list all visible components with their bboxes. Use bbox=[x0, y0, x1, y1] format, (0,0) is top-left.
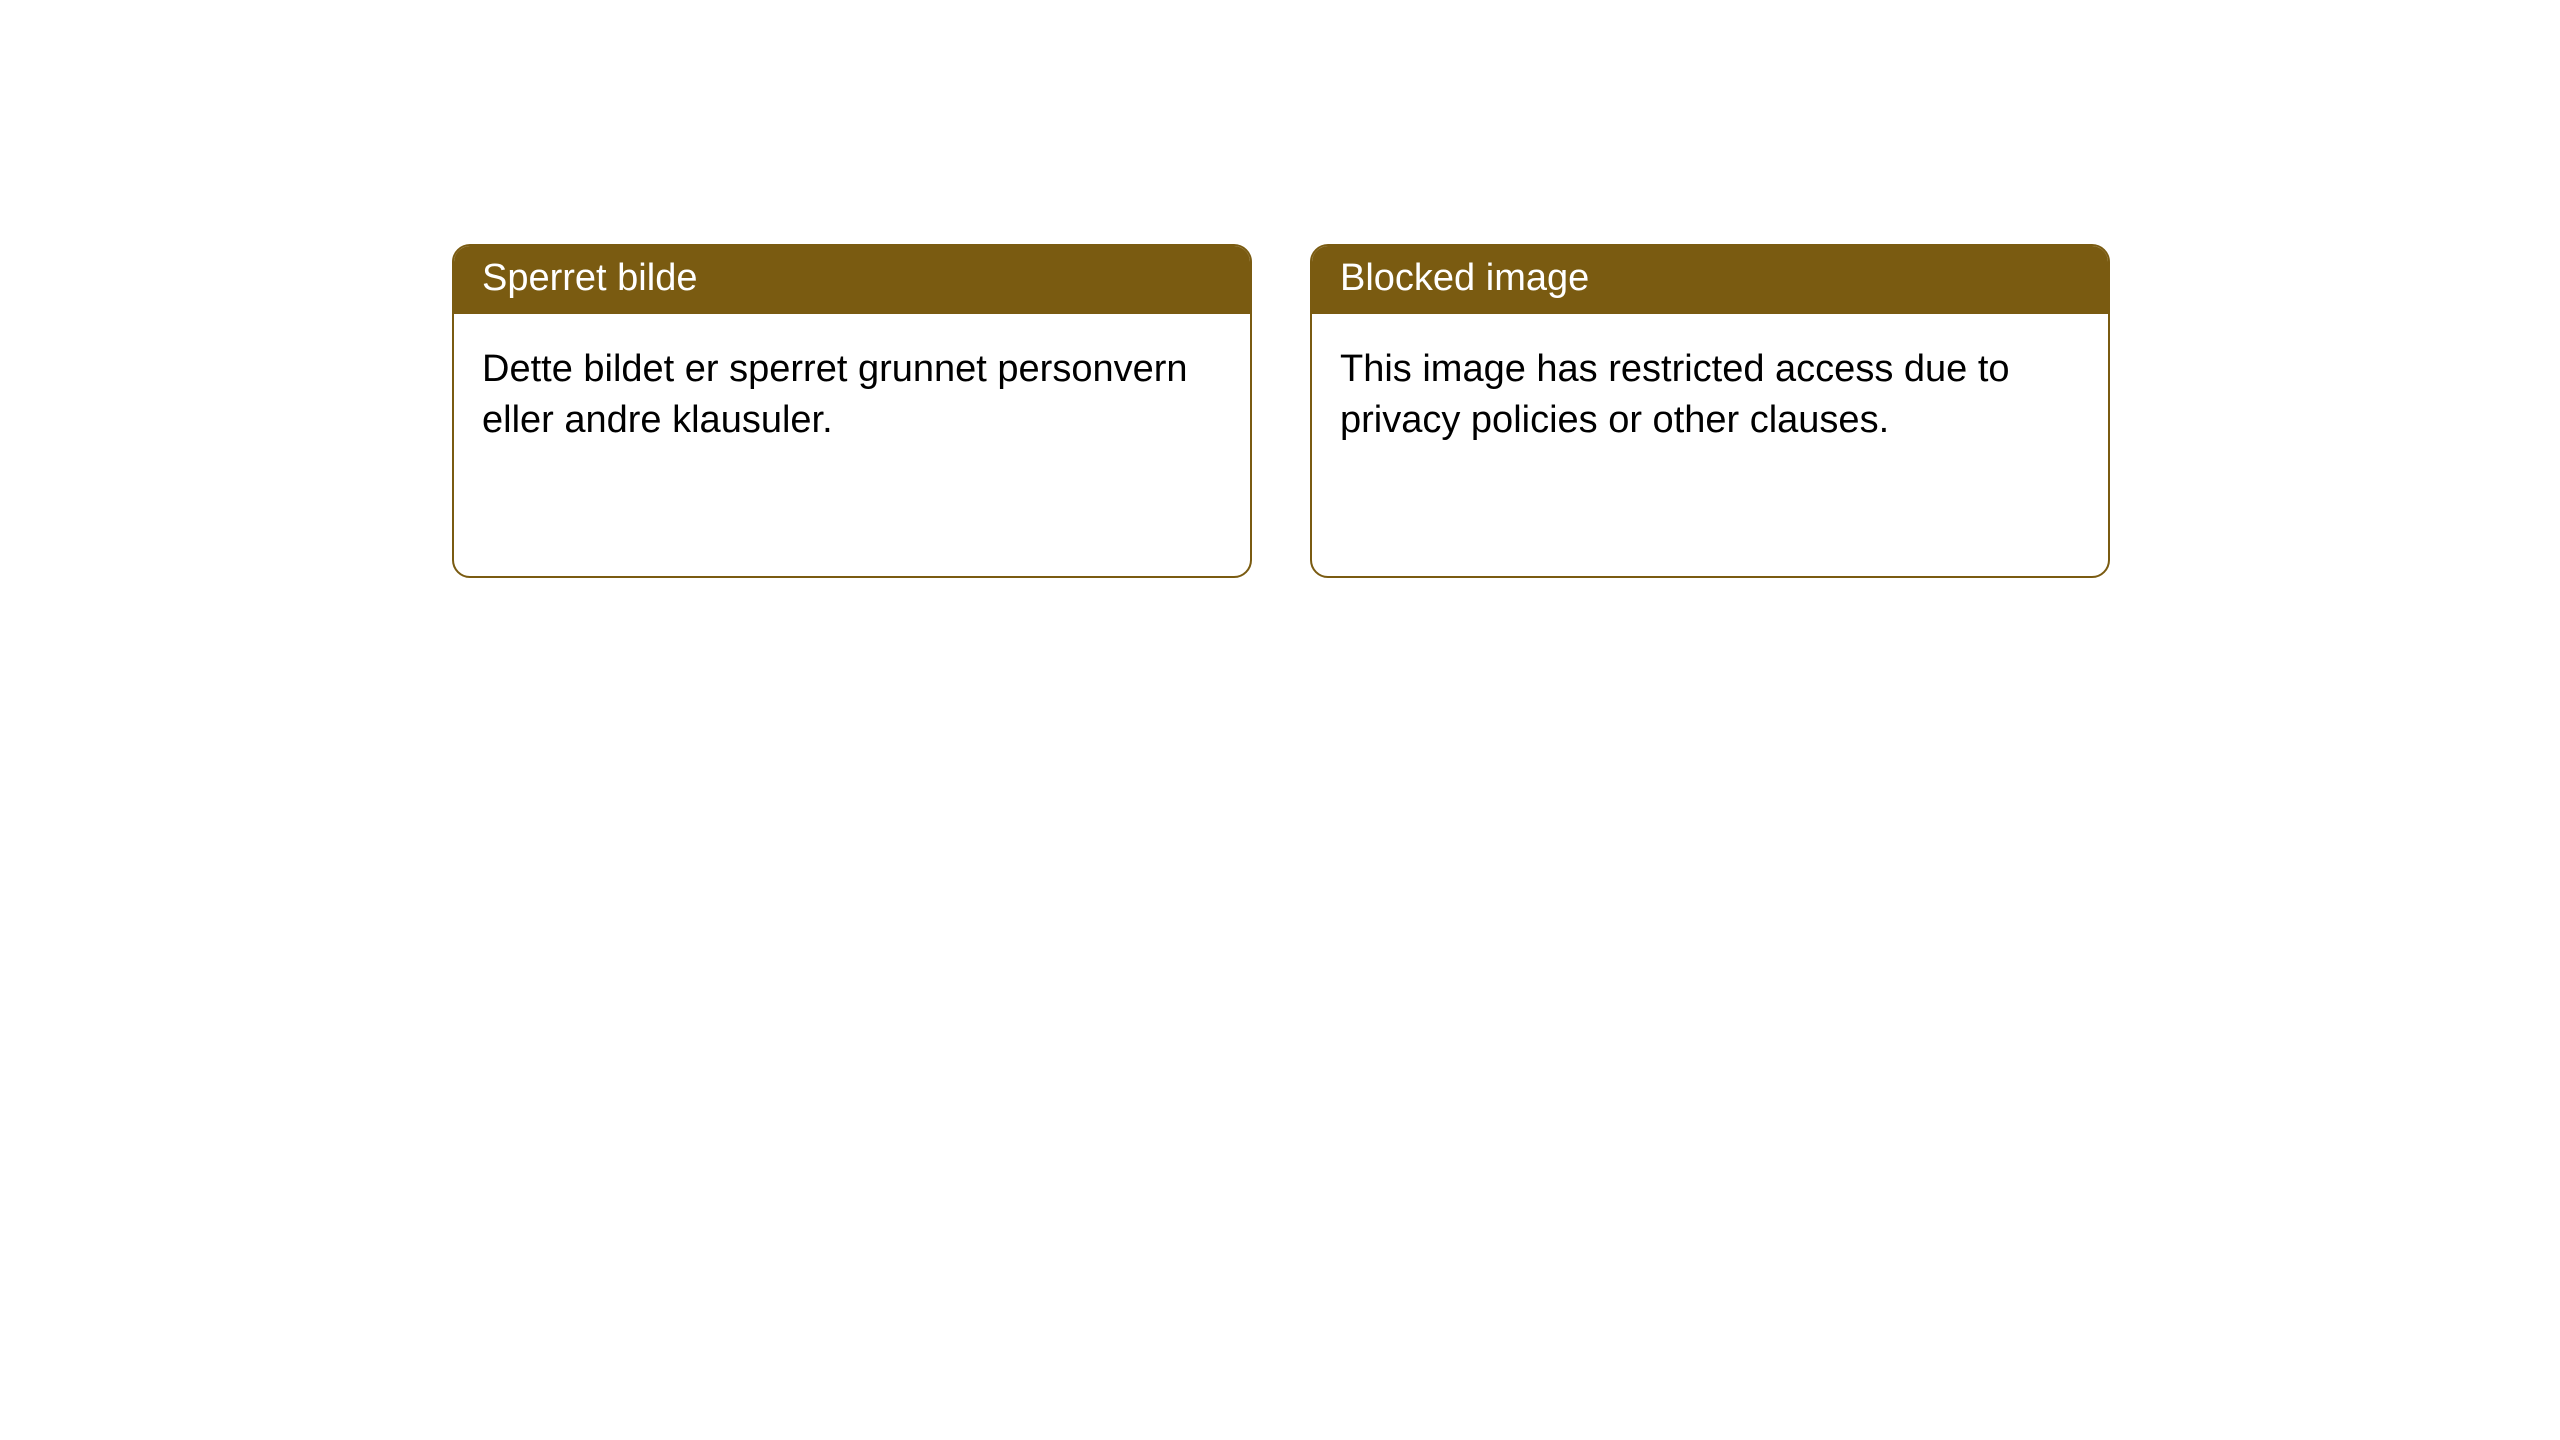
card-body: This image has restricted access due to … bbox=[1312, 314, 2108, 477]
notice-container: Sperret bilde Dette bildet er sperret gr… bbox=[0, 0, 2560, 578]
blocked-image-card-en: Blocked image This image has restricted … bbox=[1310, 244, 2110, 578]
card-header: Blocked image bbox=[1312, 246, 2108, 314]
card-body: Dette bildet er sperret grunnet personve… bbox=[454, 314, 1250, 477]
blocked-image-card-no: Sperret bilde Dette bildet er sperret gr… bbox=[452, 244, 1252, 578]
card-header: Sperret bilde bbox=[454, 246, 1250, 314]
